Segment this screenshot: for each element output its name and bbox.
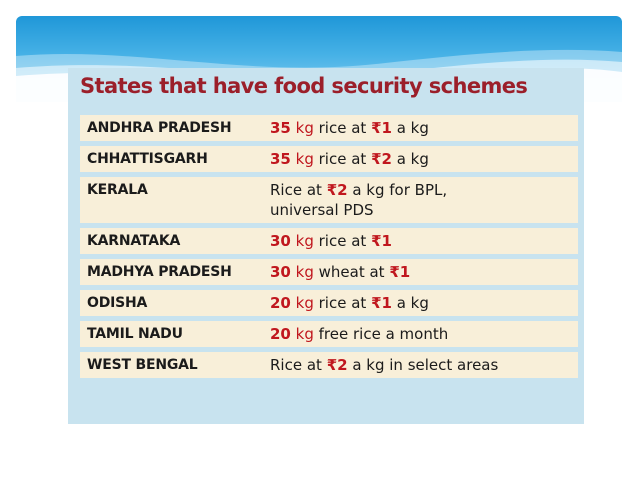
scheme-text: Rice at (270, 356, 327, 374)
scheme-description: 35 kg rice at ₹1 a kg (258, 115, 578, 141)
scheme-unit: kg (295, 232, 314, 250)
scheme-rupee: ₹1 (389, 263, 411, 281)
table-row: TAMIL NADU 20 kg free rice a month (80, 321, 578, 347)
state-name: ODISHA (87, 295, 148, 311)
scheme-description: 35 kg rice at ₹2 a kg (258, 146, 578, 172)
scheme-rupee: ₹1 (371, 232, 392, 250)
table-row: ODISHA 20 kg rice at ₹1 a kg (80, 290, 578, 316)
scheme-unit: kg (295, 263, 314, 281)
table-row: CHHATTISGARH 35 kg rice at ₹2 a kg (80, 146, 578, 172)
scheme-text: a kg (391, 294, 429, 312)
scheme-text: a kg (391, 150, 429, 168)
table-row: KERALA Rice at ₹2 a kg for BPL, universal … (80, 177, 578, 223)
scheme-num: 35 (270, 150, 291, 168)
scheme-text: rice at (313, 294, 372, 312)
scheme-num: 35 (270, 119, 291, 137)
scheme-description: 20 kg free rice a month (258, 321, 578, 347)
scheme-num: 20 (270, 325, 291, 343)
infographic-title: States that have food security schemes (80, 74, 528, 98)
scheme-text: rice at (313, 232, 372, 250)
scheme-text: free rice a month (313, 325, 449, 343)
scheme-unit: kg (295, 325, 314, 343)
state-name: KARNATAKA (87, 233, 181, 249)
scheme-num: 30 (270, 263, 291, 281)
scheme-rupee: ₹1 (371, 119, 392, 137)
scheme-rupee: ₹2 (326, 356, 348, 374)
scheme-description: 30 kg rice at ₹1 (258, 228, 578, 254)
state-name: ANDHRA PRADESH (87, 120, 232, 136)
scheme-unit: kg (295, 150, 314, 168)
state-name: CHHATTISGARH (87, 151, 208, 167)
table-row: ANDHRA PRADESH 35 kg rice at ₹1 a kg (80, 115, 578, 141)
scheme-description: Rice at ₹2 a kg in select areas (258, 352, 578, 378)
state-name: KERALA (87, 182, 148, 198)
scheme-rupee: ₹2 (326, 181, 348, 199)
scheme-text: a kg in select areas (347, 356, 499, 374)
scheme-description: 20 kg rice at ₹1 a kg (258, 290, 578, 316)
state-name: WEST BENGAL (87, 357, 198, 373)
scheme-num: 20 (270, 294, 291, 312)
scheme-text: Rice at (270, 181, 327, 199)
scheme-rupee: ₹1 (371, 294, 392, 312)
scheme-table: ANDHRA PRADESH 35 kg rice at ₹1 a kg CHHAT… (80, 115, 578, 383)
scheme-text: a kg for BPL, (347, 181, 448, 199)
table-row: MADHYA PRADESH 30 kg wheat at ₹1 (80, 259, 578, 285)
table-row: WEST BENGAL Rice at ₹2 a kg in select are… (80, 352, 578, 378)
food-security-infographic: States that have food security schemes A… (68, 68, 584, 424)
scheme-description: 30 kg wheat at ₹1 (258, 259, 578, 285)
state-name: TAMIL NADU (87, 326, 183, 342)
table-row: KARNATAKA 30 kg rice at ₹1 (80, 228, 578, 254)
state-name: MADHYA PRADESH (87, 264, 232, 280)
scheme-rupee: ₹2 (371, 150, 392, 168)
scheme-text: universal PDS (270, 201, 374, 219)
scheme-text: wheat at (313, 263, 390, 281)
scheme-description: Rice at ₹2 a kg for BPL, universal PDS (258, 177, 578, 223)
scheme-text: a kg (391, 119, 429, 137)
scheme-unit: kg (295, 294, 314, 312)
scheme-text: rice at (313, 119, 372, 137)
scheme-unit: kg (295, 119, 314, 137)
scheme-text: rice at (313, 150, 372, 168)
scheme-num: 30 (270, 232, 291, 250)
